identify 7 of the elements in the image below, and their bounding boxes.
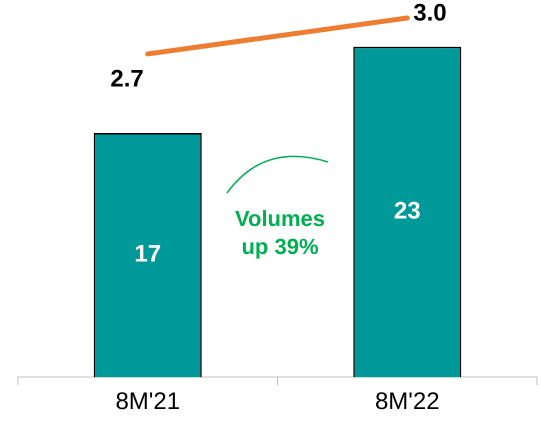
- data-label: 17: [134, 240, 162, 268]
- data-label: 23: [394, 198, 421, 225]
- x-tick-label: 8M'22: [374, 388, 440, 416]
- x-tick-label: 8M'21: [115, 388, 180, 416]
- data-label: 2.7: [110, 66, 144, 93]
- annotation: Volumes up 39%: [234, 205, 326, 261]
- data-label: 3.0: [413, 0, 447, 27]
